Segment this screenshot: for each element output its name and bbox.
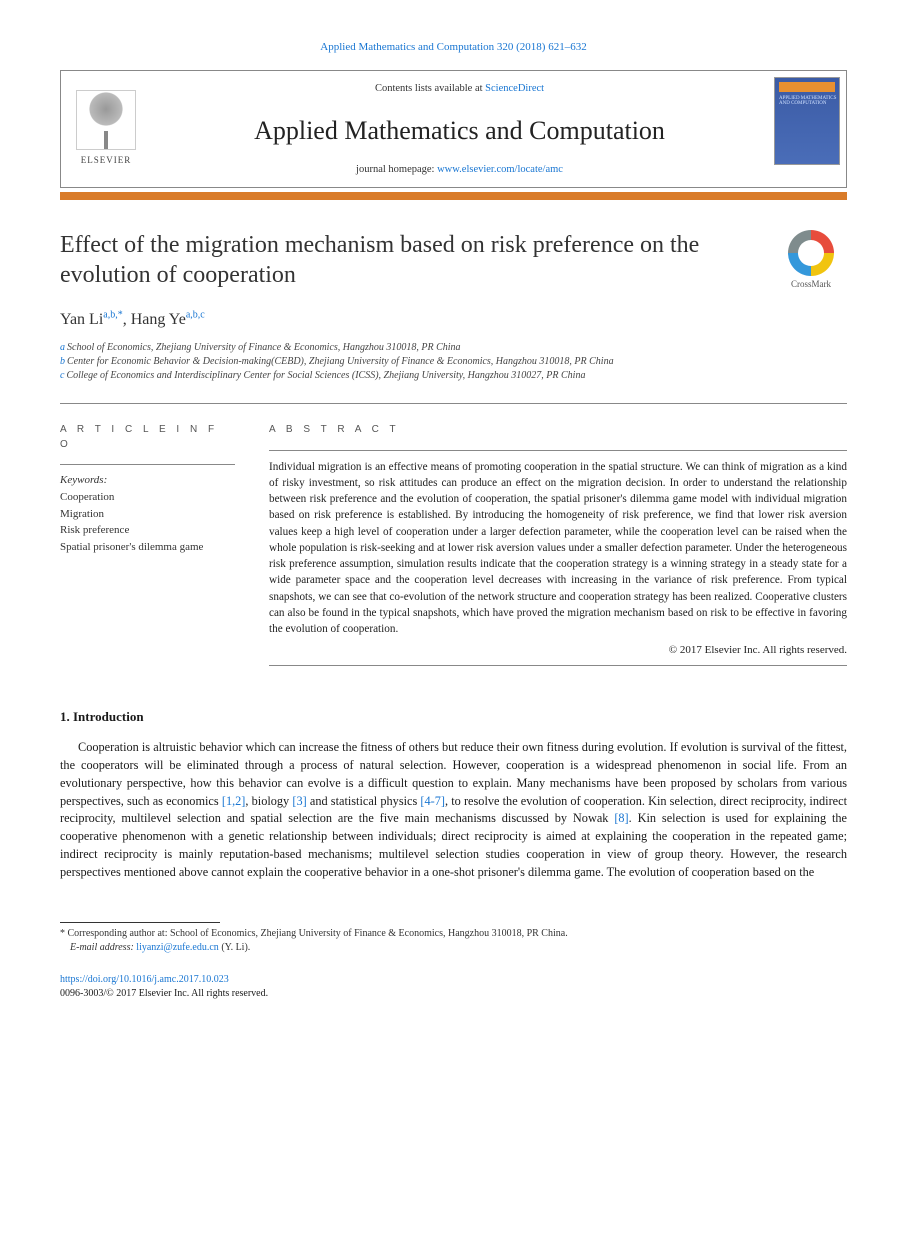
abstract-text: Individual migration is an effective mea… [269, 459, 847, 638]
intro-paragraph: Cooperation is altruistic behavior which… [60, 739, 847, 882]
contents-line: Contents lists available at ScienceDirec… [159, 81, 760, 96]
journal-cover: APPLIED MATHEMATICS AND COMPUTATION [768, 71, 846, 187]
abstract-column: A B S T R A C T Individual migration is … [269, 414, 847, 666]
author-2-affil: a,b,c [186, 310, 205, 321]
cover-label: APPLIED MATHEMATICS AND COMPUTATION [779, 96, 839, 107]
affiliations: aSchool of Economics, Zhejiang Universit… [60, 341, 847, 383]
journal-name: Applied Mathematics and Computation [159, 112, 760, 150]
author-1: Yan Li [60, 311, 103, 328]
abstract-heading: A B S T R A C T [269, 423, 847, 438]
info-rule [60, 464, 235, 465]
elsevier-label: ELSEVIER [81, 154, 132, 167]
keyword: Migration [60, 506, 235, 523]
elsevier-logo: ELSEVIER [61, 71, 151, 187]
contents-prefix: Contents lists available at [375, 83, 485, 94]
issn-copyright: 0096-3003/© 2017 Elsevier Inc. All right… [60, 987, 847, 1001]
keyword: Risk preference [60, 522, 235, 539]
sciencedirect-link[interactable]: ScienceDirect [485, 83, 544, 94]
abs-rule [269, 450, 847, 451]
article-info-column: A R T I C L E I N F O Keywords: Cooperat… [60, 414, 235, 666]
copyright: © 2017 Elsevier Inc. All rights reserved… [269, 643, 847, 659]
intro-text: , biology [245, 794, 292, 808]
author-1-affil: a,b, [103, 310, 117, 321]
keywords-label: Keywords: [60, 473, 235, 489]
affil-sup-c: c [60, 369, 64, 383]
keyword: Spatial prisoner's dilemma game [60, 539, 235, 556]
citation-8[interactable]: [8] [614, 811, 628, 825]
homepage-line: journal homepage: www.elsevier.com/locat… [159, 162, 760, 177]
author-2: Hang Ye [131, 311, 186, 328]
article-info-heading: A R T I C L E I N F O [60, 423, 235, 452]
divider [60, 403, 847, 404]
crossmark-icon [788, 230, 834, 276]
citation-1-2[interactable]: [1,2] [222, 794, 246, 808]
elsevier-tree-icon [76, 90, 136, 150]
authors: Yan Lia,b,*, Hang Yea,b,c [60, 308, 847, 331]
email-suffix: (Y. Li). [219, 942, 250, 953]
affil-b: Center for Economic Behavior & Decision-… [67, 355, 614, 369]
journal-reference: Applied Mathematics and Computation 320 … [60, 40, 847, 56]
author-sep: , [123, 311, 131, 328]
affil-c: College of Economics and Interdisciplina… [66, 369, 585, 383]
footnote-rule [60, 922, 220, 923]
footnotes: * Corresponding author at: School of Eco… [60, 927, 847, 955]
doi-link[interactable]: https://doi.org/10.1016/j.amc.2017.10.02… [60, 974, 229, 985]
corr-author-note: Corresponding author at: School of Econo… [65, 928, 568, 939]
affil-a: School of Economics, Zhejiang University… [67, 341, 461, 355]
affil-sup-a: a [60, 341, 65, 355]
homepage-link[interactable]: www.elsevier.com/locate/amc [437, 164, 563, 175]
homepage-prefix: journal homepage: [356, 164, 437, 175]
crossmark-badge[interactable]: CrossMark [775, 230, 847, 291]
footer-block: https://doi.org/10.1016/j.amc.2017.10.02… [60, 973, 847, 1001]
citation-4-7[interactable]: [4-7] [420, 794, 445, 808]
journal-header: ELSEVIER Contents lists available at Sci… [60, 70, 847, 188]
header-rule [60, 192, 847, 200]
section-1-heading: 1. Introduction [60, 708, 847, 727]
email-link[interactable]: liyanzi@zufe.edu.cn [136, 942, 219, 953]
abs-bottom-rule [269, 665, 847, 666]
citation-3[interactable]: [3] [292, 794, 306, 808]
email-label: E-mail address: [70, 942, 136, 953]
keyword: Cooperation [60, 489, 235, 506]
article-title: Effect of the migration mechanism based … [60, 230, 755, 290]
affil-sup-b: b [60, 355, 65, 369]
intro-text: and statistical physics [307, 794, 421, 808]
crossmark-label: CrossMark [791, 279, 831, 289]
keywords-list: Cooperation Migration Risk preference Sp… [60, 489, 235, 555]
